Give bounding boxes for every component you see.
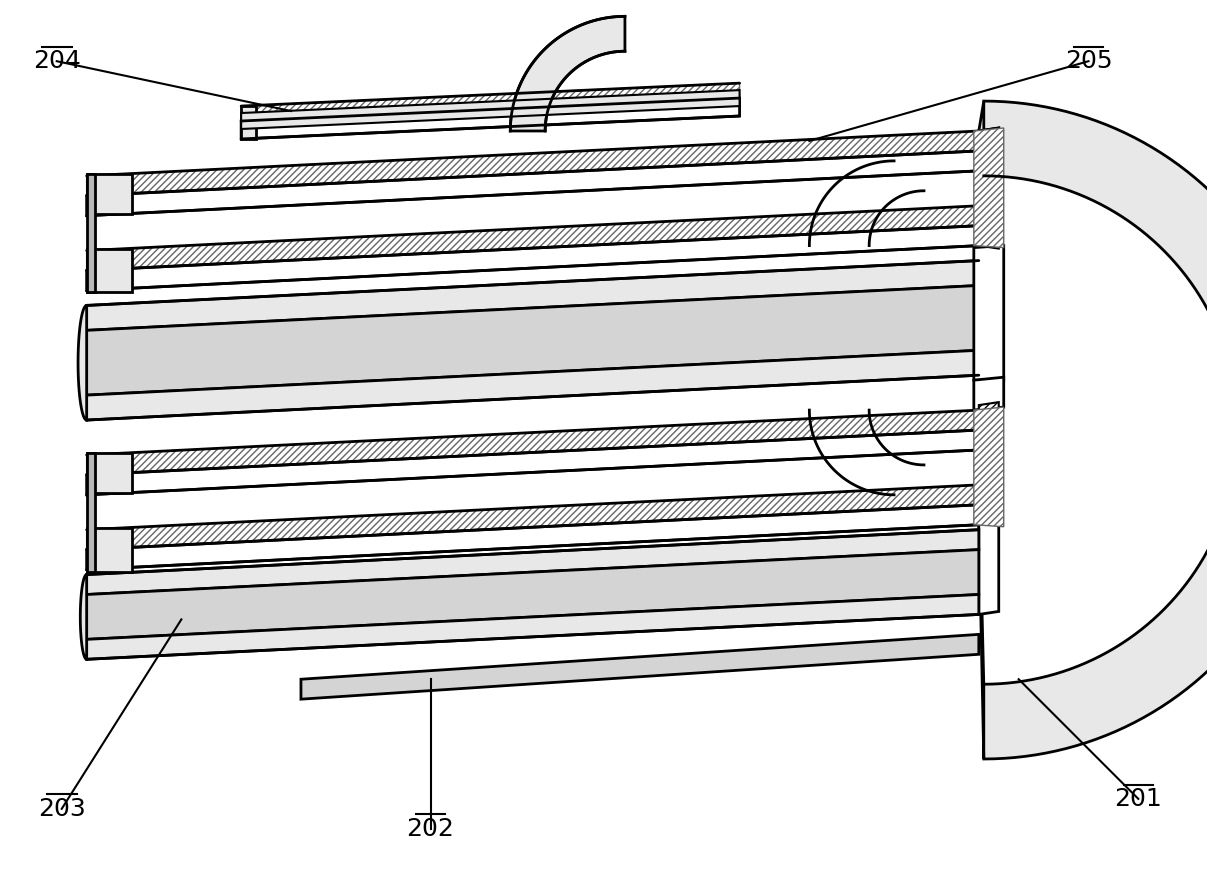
Polygon shape [241, 106, 256, 139]
Polygon shape [87, 530, 979, 595]
Polygon shape [87, 151, 979, 216]
Polygon shape [87, 485, 979, 550]
Polygon shape [87, 450, 979, 530]
Polygon shape [87, 528, 132, 572]
Text: 205: 205 [1065, 49, 1112, 73]
Polygon shape [301, 634, 979, 699]
Polygon shape [979, 403, 999, 615]
Polygon shape [979, 258, 999, 389]
Polygon shape [241, 90, 740, 129]
Polygon shape [79, 305, 87, 420]
Polygon shape [87, 174, 94, 292]
Polygon shape [87, 225, 979, 290]
Text: 203: 203 [37, 797, 86, 821]
Polygon shape [87, 550, 979, 639]
Polygon shape [241, 83, 740, 121]
Polygon shape [87, 505, 979, 569]
Polygon shape [87, 430, 979, 495]
Text: 201: 201 [1115, 787, 1162, 811]
Polygon shape [87, 595, 979, 660]
Polygon shape [973, 246, 1003, 381]
Polygon shape [87, 171, 979, 251]
Polygon shape [87, 453, 94, 572]
Polygon shape [80, 574, 87, 660]
Polygon shape [87, 174, 132, 214]
Text: 202: 202 [406, 816, 455, 841]
Polygon shape [87, 206, 979, 270]
Polygon shape [979, 403, 999, 523]
Polygon shape [87, 260, 979, 331]
Polygon shape [979, 128, 999, 248]
Polygon shape [973, 377, 1003, 410]
Polygon shape [979, 480, 984, 759]
Polygon shape [979, 101, 984, 175]
Polygon shape [973, 128, 1003, 247]
Polygon shape [979, 128, 999, 385]
Polygon shape [87, 350, 979, 420]
Polygon shape [510, 17, 625, 131]
Polygon shape [973, 407, 1003, 527]
Polygon shape [241, 98, 740, 139]
Polygon shape [87, 453, 132, 493]
Polygon shape [87, 131, 979, 196]
Polygon shape [979, 128, 999, 248]
Text: 204: 204 [33, 49, 81, 73]
Polygon shape [87, 410, 979, 474]
Polygon shape [87, 286, 979, 396]
Polygon shape [87, 248, 132, 292]
Polygon shape [984, 101, 1209, 759]
